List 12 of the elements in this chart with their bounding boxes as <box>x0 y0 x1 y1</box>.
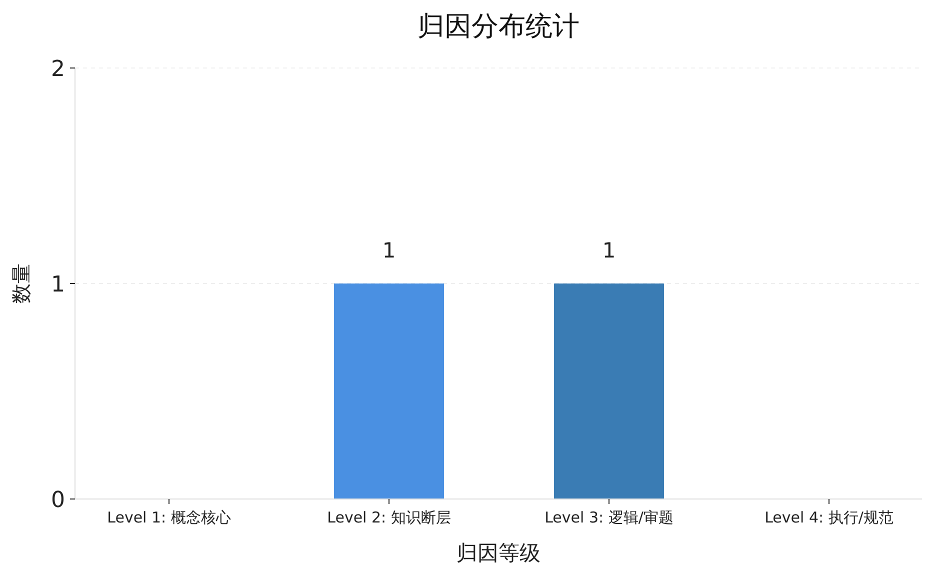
y-axis-title: 数量 <box>9 264 34 304</box>
x-tick-label: Level 1: 概念核心 <box>107 508 231 527</box>
x-tick-label: Level 3: 逻辑/审题 <box>544 508 674 527</box>
y-tick-label: 0 <box>51 488 65 513</box>
chart-title: 归因分布统计 <box>416 10 580 44</box>
y-tick-label: 2 <box>51 56 65 82</box>
data-label: 1 <box>602 238 616 262</box>
x-tick-label: Level 2: 知识断层 <box>327 508 451 527</box>
data-label: 1 <box>382 238 396 262</box>
x-tick-label: Level 4: 执行/规范 <box>764 508 894 527</box>
y-tick-label: 1 <box>51 272 65 298</box>
x-axis-title: 归因等级 <box>456 541 540 565</box>
